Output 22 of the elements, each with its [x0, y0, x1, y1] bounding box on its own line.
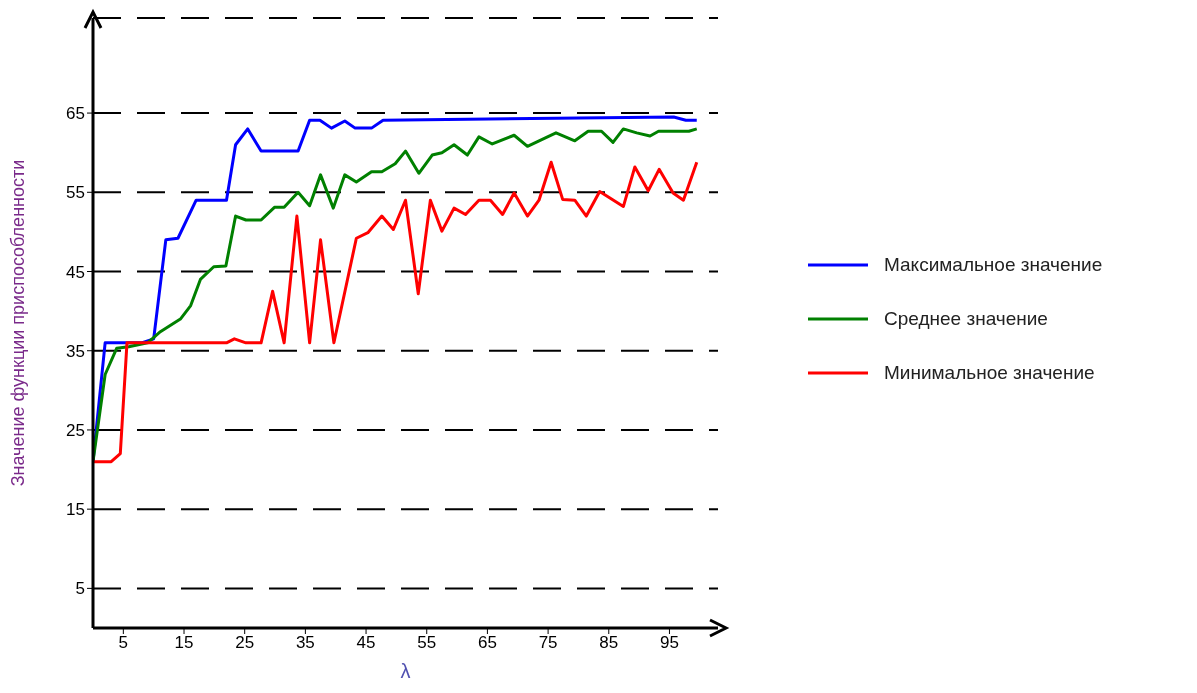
x-tick-label: 75: [538, 633, 558, 653]
x-tick-label: 55: [417, 633, 437, 653]
y-axis-title: Значение функции приспособленности: [8, 159, 29, 487]
legend-label: Среднее значение: [884, 308, 1048, 330]
y-tick-label: 65: [66, 104, 85, 124]
x-tick-label: 85: [599, 633, 619, 653]
y-tick-label: 45: [66, 262, 85, 282]
x-tick-label: 95: [660, 633, 679, 653]
y-tick-label: 5: [75, 579, 85, 599]
legend-label: Максимальное значение: [884, 254, 1103, 276]
y-tick-label: 15: [66, 500, 85, 520]
y-tick-label: 35: [66, 341, 85, 361]
y-tick-label: 55: [66, 183, 85, 203]
legend-label: Минимальное значение: [884, 362, 1095, 384]
x-tick-label: 25: [235, 633, 255, 653]
y-tick-label: 25: [66, 420, 85, 440]
x-tick-label: 35: [295, 633, 315, 653]
x-tick-label: 5: [118, 633, 129, 653]
x-axis-title: λ: [400, 660, 411, 682]
x-tick-label: 45: [356, 633, 376, 653]
x-tick-label: 15: [174, 633, 194, 653]
x-tick-label: 65: [477, 633, 497, 653]
